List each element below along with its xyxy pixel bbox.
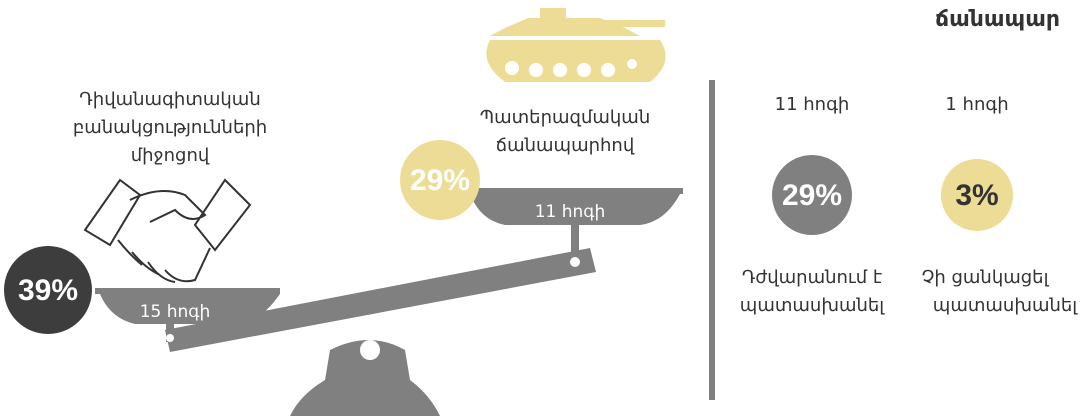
title: ճանապար (935, 7, 1060, 32)
count: 11 հոգի (775, 94, 850, 115)
other-label: Չի ցանկացել (922, 267, 1050, 288)
option-label: Դիվանագիտական (79, 89, 261, 110)
percent: 3% (955, 179, 998, 212)
tank-icon (486, 8, 665, 82)
divider (709, 80, 715, 400)
other-label: Դժվարանում է (742, 267, 882, 288)
pivot-dot (166, 334, 174, 342)
infographic: ճանապար 15 հոգի 39% Դիվանագիտական բանակց… (0, 0, 1088, 416)
other-label: պատասխանել (740, 295, 886, 316)
count: 1 հոգի (945, 94, 1008, 115)
other-label: պատասխանել (933, 295, 1079, 316)
option-label: Պատերազմական (480, 107, 651, 128)
handshake-icon (85, 180, 250, 282)
count: 15 հոգի (140, 302, 211, 322)
option-label: ճանապարհով (496, 135, 635, 156)
fulcrum-hole (360, 340, 380, 360)
percent: 29% (782, 179, 842, 212)
option-label: բանակցությունների (73, 117, 267, 138)
left-pan-rim (95, 288, 280, 294)
pivot-dot (570, 257, 580, 267)
percent: 39% (18, 274, 78, 307)
percent: 29% (410, 164, 470, 197)
right-pan-rim (465, 188, 683, 194)
option-label: միջոցով (131, 145, 210, 166)
count: 11 հոգի (535, 202, 606, 222)
